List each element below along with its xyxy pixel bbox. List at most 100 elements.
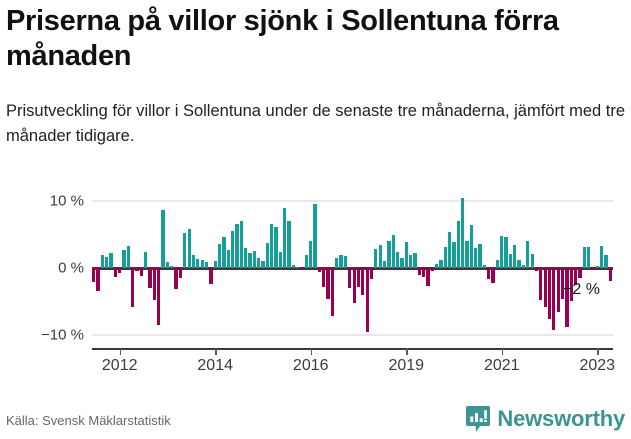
bar (356, 268, 361, 288)
bar (491, 268, 495, 284)
bar (252, 251, 256, 268)
bar (235, 223, 239, 268)
bar (404, 241, 408, 268)
bar (144, 251, 148, 268)
bar (604, 255, 608, 268)
x-tick (597, 348, 599, 355)
bar (165, 261, 170, 268)
bar (547, 268, 552, 319)
bar (513, 245, 517, 268)
bar (461, 197, 465, 268)
bar (352, 268, 356, 303)
bar (608, 268, 612, 282)
bar (456, 221, 460, 268)
bar (230, 231, 235, 268)
x-tick (119, 348, 122, 355)
bar (543, 268, 547, 307)
bar (126, 245, 130, 268)
y-tick-label: 10 % (49, 192, 84, 210)
bar (96, 268, 100, 292)
bar (573, 268, 578, 286)
bar (565, 268, 569, 327)
y-axis-labels: 10 % 0 % −10 % (0, 193, 84, 344)
bar (109, 252, 113, 268)
bar (539, 268, 543, 301)
bar (417, 268, 421, 275)
bar (478, 243, 482, 268)
bar (448, 232, 452, 268)
bar (105, 257, 109, 268)
bar (304, 254, 309, 268)
bar (287, 221, 291, 268)
bar (408, 254, 413, 268)
bar (317, 268, 322, 273)
x-tick-label: 2016 (292, 357, 329, 374)
bar (439, 259, 443, 268)
bar-series (92, 197, 613, 335)
chart-bubble-icon (466, 406, 491, 432)
bar (452, 241, 456, 268)
bar (248, 253, 252, 268)
x-tick (406, 348, 408, 355)
bar (382, 260, 387, 268)
bar (426, 268, 430, 287)
bar (391, 234, 395, 268)
source-note: Källa: Svensk Mäklarstatistik (6, 413, 171, 428)
x-tick (310, 348, 313, 355)
bar (534, 268, 539, 272)
bar (204, 261, 209, 268)
bar (578, 268, 582, 279)
bar (508, 253, 513, 268)
bar (161, 210, 165, 268)
bar (283, 208, 287, 268)
last-value-annotation: −2 % (563, 281, 600, 298)
page-subtitle: Prisutveckling för villor i Sollentuna u… (6, 102, 626, 146)
bar (187, 229, 191, 268)
bar (395, 251, 400, 268)
bar (265, 243, 269, 268)
bar (209, 268, 213, 285)
bar (374, 248, 378, 268)
bar (469, 225, 473, 268)
bar (552, 268, 556, 330)
bar (434, 263, 439, 268)
bar (343, 255, 348, 268)
bar (300, 268, 304, 270)
bar (582, 246, 586, 268)
bar (521, 264, 526, 268)
bar (330, 268, 335, 316)
x-tick (501, 348, 504, 355)
x-tick-label: 2019 (388, 357, 425, 374)
x-tick-label: 2012 (101, 357, 138, 374)
bar (339, 254, 343, 268)
bar (465, 240, 469, 268)
bar (92, 268, 96, 283)
bar (135, 268, 139, 271)
bar (500, 235, 504, 268)
x-tick-label: 2021 (483, 357, 520, 374)
bar (495, 259, 500, 268)
bar (131, 268, 135, 307)
x-tick (215, 348, 217, 355)
bar (309, 241, 313, 268)
plot-area (92, 197, 613, 336)
bar (365, 268, 369, 333)
bar (256, 257, 261, 268)
x-axis (92, 348, 613, 355)
bar (348, 268, 352, 289)
bar (270, 224, 274, 268)
bar (191, 254, 196, 268)
bar (261, 261, 265, 268)
bar (400, 257, 404, 268)
bar (517, 259, 521, 268)
bar (413, 253, 417, 268)
bar (482, 265, 487, 268)
bar (157, 268, 161, 325)
bar (387, 240, 391, 268)
bar (560, 268, 565, 300)
bar (296, 266, 300, 268)
bar (504, 237, 508, 268)
bar (213, 261, 217, 268)
bar-chart: 10 % 0 % −10 % −2 % 2012 2014 2016 2019 2021 20… (0, 180, 631, 380)
